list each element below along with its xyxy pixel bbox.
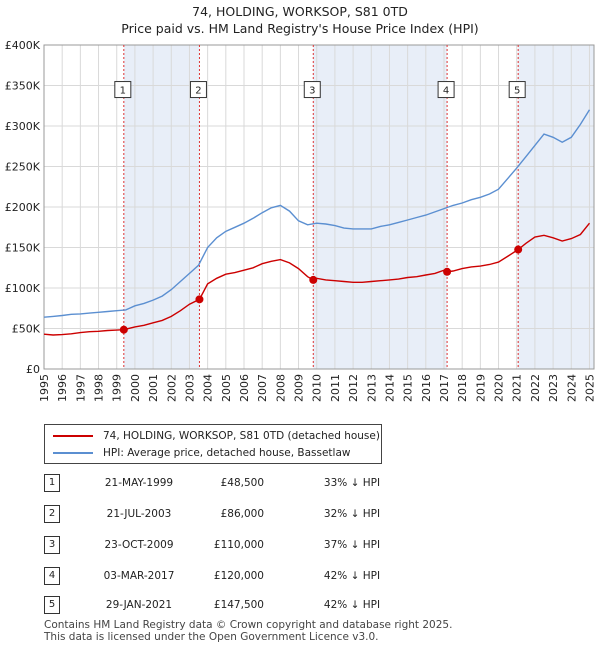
sale-badge: 3 xyxy=(44,536,60,554)
legend-item-property: 74, HOLDING, WORKSOP, S81 0TD (detached … xyxy=(53,428,380,444)
sale-row-3: 3 23-OCT-2009 £110,000 37% ↓ HPI xyxy=(44,536,564,556)
sale-price: £110,000 xyxy=(213,539,264,551)
x-tick-label: 2001 xyxy=(147,374,160,402)
x-tick-label: 1995 xyxy=(38,374,51,402)
x-tick-label: 1999 xyxy=(111,374,124,402)
x-tick-label: 2022 xyxy=(529,374,542,402)
sale-badge: 2 xyxy=(44,505,60,523)
x-tick-label: 2011 xyxy=(329,374,342,402)
sale-price: £120,000 xyxy=(213,570,264,582)
plot-frame xyxy=(43,44,595,370)
sale-price: £48,500 xyxy=(220,477,264,489)
x-tick-label: 2003 xyxy=(183,374,196,402)
x-tick-label: 2017 xyxy=(438,374,451,402)
y-tick-label: £150K xyxy=(5,242,41,255)
x-tick-label: 2020 xyxy=(493,374,506,402)
x-tick-label: 2025 xyxy=(583,374,596,402)
sale-row-2: 2 21-JUL-2003 £86,000 32% ↓ HPI xyxy=(44,505,564,525)
x-tick-label: 2018 xyxy=(456,374,469,402)
sale-box-label-1: 1 xyxy=(120,86,126,97)
legend-label-property: 74, HOLDING, WORKSOP, S81 0TD (detached … xyxy=(103,430,380,442)
x-tick-label: 2002 xyxy=(165,374,178,402)
sale-price: £147,500 xyxy=(213,599,264,611)
x-tick-label: 2014 xyxy=(383,374,396,402)
sale-badge: 5 xyxy=(44,596,60,614)
x-tick-label: 2008 xyxy=(274,374,287,402)
x-tick-label: 2007 xyxy=(256,374,269,402)
legend-swatch-hpi xyxy=(53,452,93,454)
sale-date: 03-MAR-2017 xyxy=(103,570,175,582)
x-tick-label: 2024 xyxy=(565,374,578,402)
sale-date: 21-JUL-2003 xyxy=(106,508,172,520)
sale-box-5 xyxy=(508,81,526,99)
x-tick-label: 2019 xyxy=(474,374,487,402)
sale-badge: 4 xyxy=(44,567,60,585)
footer-licence: This data is licensed under the Open Gov… xyxy=(44,631,379,643)
legend-swatch-property xyxy=(53,435,93,437)
sale-row-5: 5 29-JAN-2021 £147,500 42% ↓ HPI xyxy=(44,596,564,616)
sale-box-2 xyxy=(189,81,207,99)
x-tick-label: 2004 xyxy=(202,374,215,402)
x-tick-label: 2009 xyxy=(293,374,306,402)
sale-date: 23-OCT-2009 xyxy=(104,539,174,551)
sale-point-3 xyxy=(309,275,318,284)
sale-point-2 xyxy=(195,295,204,304)
sale-box-4 xyxy=(437,81,455,99)
sale-box-label-2: 2 xyxy=(195,86,201,97)
x-tick-label: 2021 xyxy=(511,374,524,402)
y-tick-label: £300K xyxy=(5,120,41,133)
footer-copyright: Contains HM Land Registry data © Crown c… xyxy=(44,619,453,631)
y-tick-label: £350K xyxy=(5,80,41,93)
x-tick-label: 1996 xyxy=(56,374,69,402)
y-tick-label: £100K xyxy=(5,282,41,295)
sale-point-5 xyxy=(514,245,523,254)
y-tick-label: £200K xyxy=(5,201,41,214)
sale-box-label-4: 4 xyxy=(443,86,449,97)
sale-hpi-diff: 42% ↓ HPI xyxy=(323,570,381,582)
chart-title: 74, HOLDING, WORKSOP, S81 0TD xyxy=(192,4,408,19)
x-tick-label: 2006 xyxy=(238,374,251,402)
x-tick-label: 2010 xyxy=(311,374,324,402)
sale-badge: 1 xyxy=(44,474,60,492)
price-chart: £0 £50K £100K £150K £200K £250K £300K £350K £400… xyxy=(5,39,597,402)
sale-hpi-diff: 32% ↓ HPI xyxy=(323,508,381,520)
hpi-line xyxy=(43,109,591,318)
sale-hpi-diff: 42% ↓ HPI xyxy=(323,599,381,611)
x-tick-label: 2023 xyxy=(547,374,560,402)
chart-legend: 74, HOLDING, WORKSOP, S81 0TD (detached … xyxy=(44,424,382,464)
x-tick-label: 1997 xyxy=(74,374,87,402)
legend-label-hpi: HPI: Average price, detached house, Bass… xyxy=(103,447,351,459)
sale-point-1 xyxy=(119,325,128,334)
sale-box-1 xyxy=(114,81,132,99)
x-tick-label: 2000 xyxy=(129,374,142,402)
x-tick-label: 2016 xyxy=(420,374,433,402)
y-tick-label: £250K xyxy=(5,161,41,174)
sale-date: 29-JAN-2021 xyxy=(105,599,173,611)
sale-hpi-diff: 33% ↓ HPI xyxy=(323,477,381,489)
sale-date: 21-MAY-1999 xyxy=(104,477,174,489)
sale-box-label-5: 5 xyxy=(514,86,520,97)
y-tick-label: £50K xyxy=(12,323,41,336)
sale-point-4 xyxy=(443,267,452,276)
x-tick-label: 2005 xyxy=(220,374,233,402)
x-tick-label: 2015 xyxy=(402,374,415,402)
sale-price: £86,000 xyxy=(220,508,264,520)
sale-row-1: 1 21-MAY-1999 £48,500 33% ↓ HPI xyxy=(44,474,564,494)
sale-box-label-3: 3 xyxy=(309,86,315,97)
x-tick-label: 1998 xyxy=(93,374,106,402)
sale-row-4: 4 03-MAR-2017 £120,000 42% ↓ HPI xyxy=(44,567,564,587)
sale-box-3 xyxy=(303,81,321,99)
sale-hpi-diff: 37% ↓ HPI xyxy=(323,539,381,551)
x-tick-label: 2012 xyxy=(347,374,360,402)
y-tick-label: £400K xyxy=(5,39,41,52)
chart-subtitle: Price paid vs. HM Land Registry's House … xyxy=(121,21,479,36)
x-tick-label: 2013 xyxy=(365,374,378,402)
legend-item-hpi: HPI: Average price, detached house, Bass… xyxy=(53,445,350,461)
y-tick-label: £0 xyxy=(26,363,40,376)
